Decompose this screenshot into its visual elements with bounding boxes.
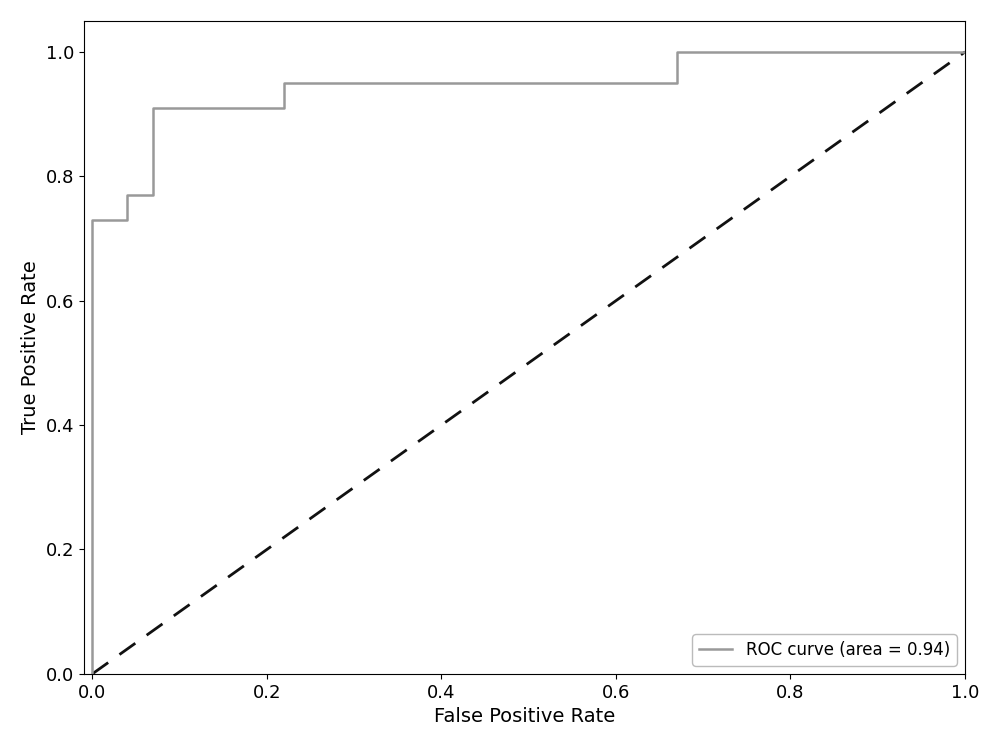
ROC curve (area = 0.94) [121, 190, 133, 199]
ROC curve (area = 0.94) [959, 48, 971, 57]
ROC curve (area = 0.94) [147, 190, 159, 199]
ROC curve (area = 0.94) [959, 48, 971, 57]
ROC curve (area = 0.94) [86, 215, 98, 224]
X-axis label: False Positive Rate: False Positive Rate [434, 707, 615, 726]
ROC curve (area = 0.94) [121, 215, 133, 224]
ROC curve (area = 0.94) [671, 78, 683, 87]
Line: ROC curve (area = 0.94): ROC curve (area = 0.94) [92, 52, 965, 674]
Y-axis label: True Positive Rate: True Positive Rate [21, 261, 40, 434]
ROC curve (area = 0.94) [278, 103, 290, 112]
ROC curve (area = 0.94) [86, 669, 98, 678]
ROC curve (area = 0.94) [671, 48, 683, 57]
Legend: ROC curve (area = 0.94): ROC curve (area = 0.94) [692, 634, 957, 666]
ROC curve (area = 0.94) [147, 103, 159, 112]
ROC curve (area = 0.94) [278, 78, 290, 87]
